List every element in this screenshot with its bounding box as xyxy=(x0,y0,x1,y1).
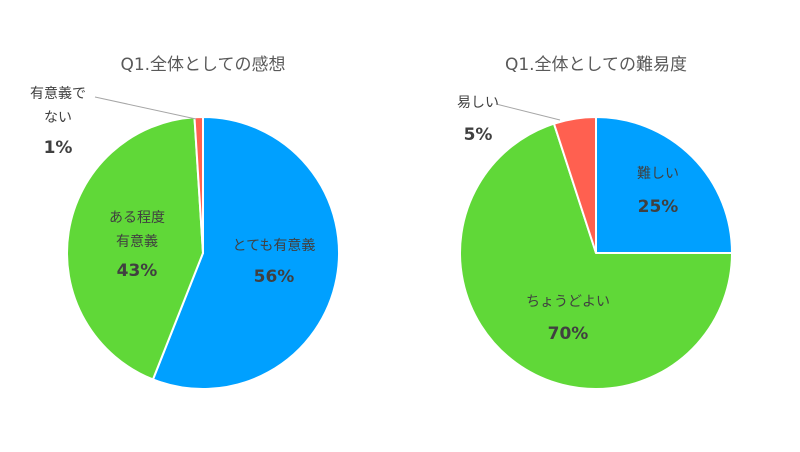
slice-label-not-useful-line-1: 有意義で xyxy=(30,85,86,102)
slice-label-very-useful: とても有意義 xyxy=(233,237,316,254)
pie-slice-difficult xyxy=(595,116,733,254)
slice-percent-just-right: 70% xyxy=(548,324,589,344)
leader-line-easy xyxy=(495,103,561,121)
slice-percent-easy: 5% xyxy=(464,125,493,145)
pie-slices-difficulty xyxy=(459,116,733,390)
chart-title-difficulty: Q1.全体としての難易度 xyxy=(505,55,687,75)
pie-slice-very-useful xyxy=(151,116,340,390)
slice-label-difficult: 難しい xyxy=(637,166,679,182)
pie-slices-feedback xyxy=(66,116,340,390)
leader-line-not-useful xyxy=(94,96,197,120)
slice-percent-very-useful: 56% xyxy=(254,267,295,287)
chart-title-feedback: Q1.全体としての感想 xyxy=(120,55,285,75)
slice-label-just-right: ちょうどよい xyxy=(526,294,610,310)
pie-slice-somewhat-useful xyxy=(66,116,204,381)
slice-percent-difficult: 25% xyxy=(638,197,679,217)
slice-label-somewhat-useful-line-2: 有意義 xyxy=(116,233,158,250)
slice-labels-difficulty: 難しい 25% ちょうどよい 70% 易しい 5% xyxy=(457,95,679,344)
pie-slice-not-useful xyxy=(193,116,204,254)
slice-percent-not-useful: 1% xyxy=(44,138,73,158)
slice-label-easy: 易しい xyxy=(457,95,499,111)
slice-label-not-useful-line-2: ない xyxy=(44,110,72,126)
slice-label-somewhat-useful-line-1: ある程度 xyxy=(109,210,165,226)
pie-slice-just-right xyxy=(459,122,733,390)
slice-percent-somewhat-useful: 43% xyxy=(117,261,158,281)
pie-chart-difficulty: Q1.全体としての難易度 難しい 25% ちょうどよい 70% 易しい 5% xyxy=(457,55,733,390)
pie-slice-easy xyxy=(552,116,597,254)
